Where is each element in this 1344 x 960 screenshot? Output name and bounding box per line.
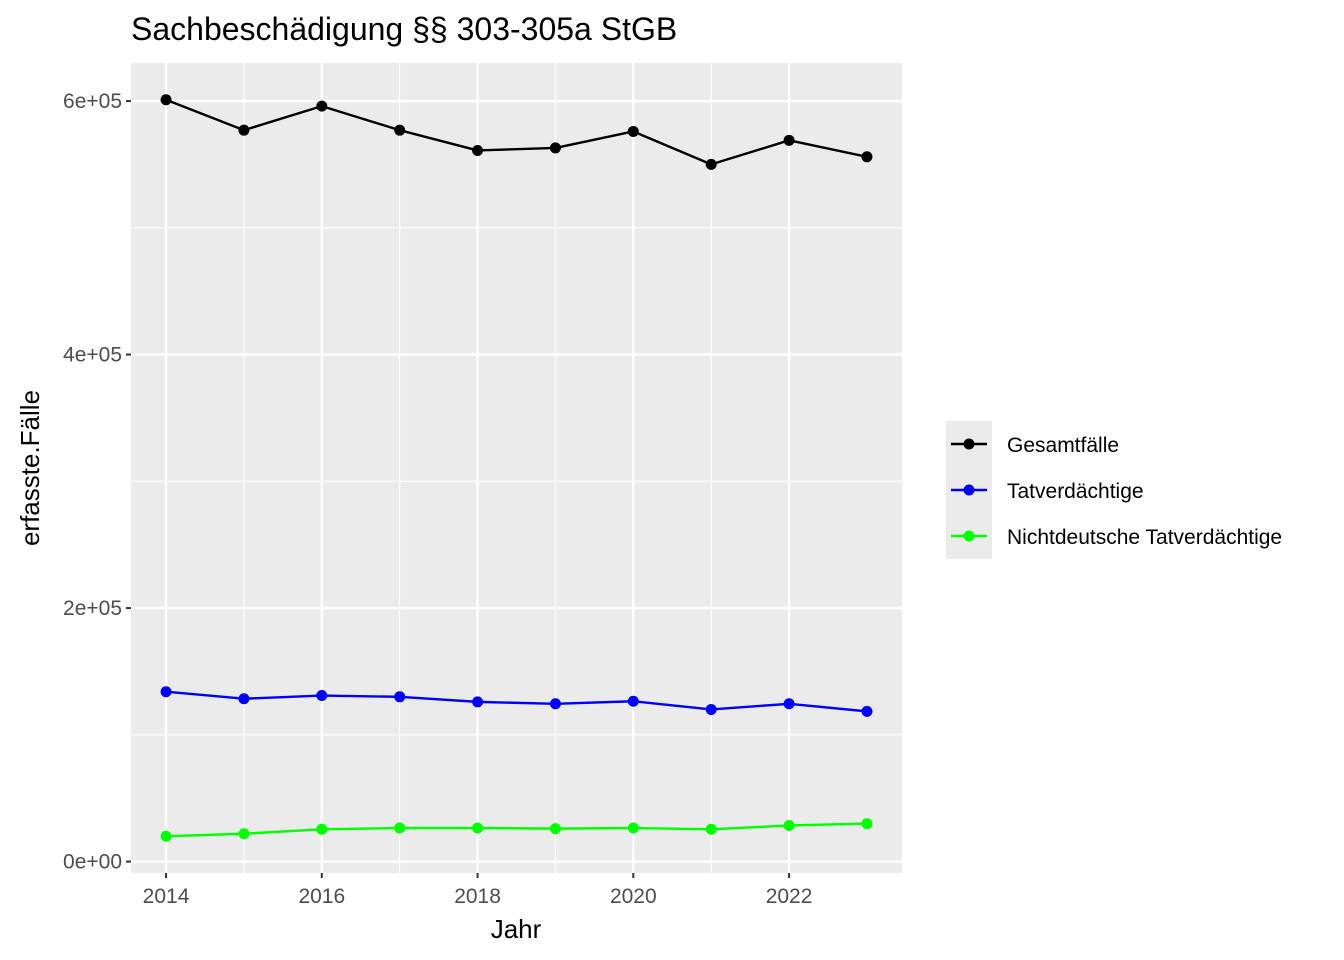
data-point	[160, 686, 172, 698]
series-line	[165, 690, 868, 713]
data-point	[705, 158, 717, 170]
series-line	[166, 822, 867, 838]
x-tick-label: 2014	[143, 885, 190, 908]
legend-key-point	[963, 484, 975, 496]
data-point	[783, 819, 795, 831]
legend-label: Tatverdächtige	[1007, 480, 1144, 503]
data-point	[627, 695, 639, 707]
data-point	[238, 124, 250, 136]
data-point	[705, 823, 717, 835]
y-tick-label: 4e+05	[63, 344, 122, 367]
x-axis: 2014 2016 2018 2020 2022	[143, 873, 813, 908]
data-point	[472, 696, 484, 708]
data-point	[549, 698, 561, 710]
x-axis-title: Jahr	[491, 914, 542, 944]
x-tick-label: 2022	[766, 885, 813, 908]
legend: Gesamtfälle Tatverdächtige Nichtdeutsche T…	[946, 421, 1282, 559]
legend-key-point	[963, 438, 975, 450]
data-point	[160, 830, 172, 842]
data-point	[394, 691, 406, 703]
data-point	[627, 822, 639, 834]
series-1	[160, 686, 873, 717]
data-point	[783, 134, 795, 146]
legend-item: Gesamtfälle	[951, 434, 1119, 457]
data-point	[472, 144, 484, 156]
legend-item: Nichtdeutsche Tatverdächtige	[951, 526, 1282, 549]
legend-key-point	[963, 530, 975, 542]
series-line	[165, 98, 868, 166]
data-point	[472, 822, 484, 834]
data-point	[394, 822, 406, 834]
data-point	[705, 703, 717, 715]
x-tick-label: 2016	[298, 885, 345, 908]
data-point	[238, 693, 250, 705]
data-point	[238, 828, 250, 840]
legend-label: Nichtdeutsche Tatverdächtige	[1007, 526, 1282, 549]
data-point	[861, 151, 873, 163]
data-point	[549, 823, 561, 835]
x-tick-label: 2020	[610, 885, 657, 908]
y-tick-label: 6e+05	[63, 90, 122, 113]
y-tick-label: 2e+05	[63, 597, 122, 620]
data-point	[316, 823, 328, 835]
y-tick-label: 0e+00	[63, 851, 122, 874]
plot-panel	[131, 63, 902, 873]
chart-title: Sachbeschädigung §§ 303-305a StGB	[131, 11, 677, 47]
legend-item: Tatverdächtige	[951, 480, 1144, 503]
y-axis-title: erfasste.Fälle	[15, 390, 45, 546]
data-point	[316, 100, 328, 112]
series-0	[160, 94, 873, 170]
grid-lines	[131, 63, 902, 873]
y-axis: 0e+00 2e+05 4e+05 6e+05	[63, 90, 131, 874]
data-point	[861, 705, 873, 717]
data-point	[861, 818, 873, 830]
legend-label: Gesamtfälle	[1007, 434, 1119, 457]
data-point	[394, 124, 406, 136]
series-2	[160, 818, 873, 842]
series-group	[160, 94, 873, 842]
data-point	[549, 142, 561, 154]
data-point	[316, 690, 328, 702]
data-point	[160, 94, 172, 106]
data-point	[627, 125, 639, 137]
data-point	[783, 698, 795, 710]
x-tick-label: 2018	[454, 885, 501, 908]
